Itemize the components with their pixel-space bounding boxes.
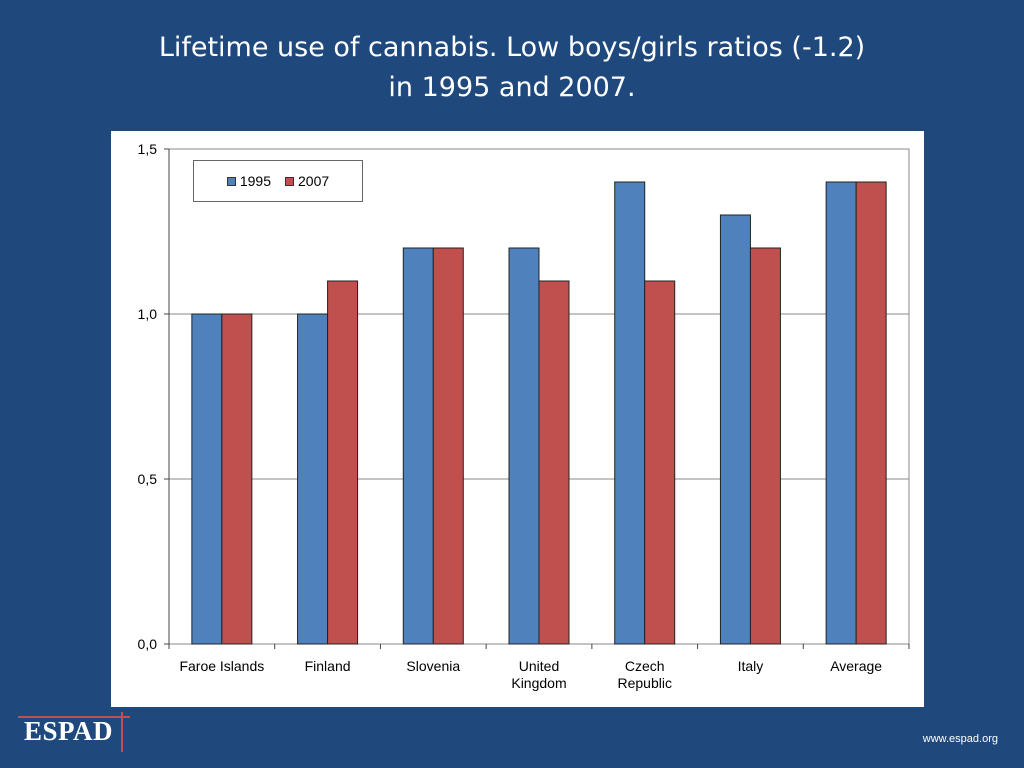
bar-1995 xyxy=(191,313,223,645)
chart-panel: 0,0 0,5 1,0 1,5 Faroe Islands Finland Slovenia… xyxy=(111,131,924,707)
slide-title: Lifetime use of cannabis. Low boys/girls… xyxy=(0,28,1024,108)
bar-1995 xyxy=(614,181,646,645)
logo-text: ESPAD xyxy=(24,716,114,746)
x-tick-label: Finland xyxy=(305,658,351,674)
espad-logo: ESPAD xyxy=(18,712,133,756)
x-tick-label: Czech Republic xyxy=(617,658,671,691)
y-tick-label: 0,0 xyxy=(138,636,158,652)
logo-vertical-line xyxy=(121,712,123,752)
legend-label-1995: 1995 xyxy=(239,173,271,189)
bar-chart: 0,0 0,5 1,0 1,5 Faroe Islands Finland Slovenia… xyxy=(138,141,910,691)
x-tick-label: Italy xyxy=(738,658,764,674)
y-tick-label: 0,5 xyxy=(138,471,158,487)
x-tick-label: United Kingdom xyxy=(511,658,566,691)
bar-2007 xyxy=(432,247,464,645)
x-tick-label: Slovenia xyxy=(406,658,460,674)
bar-1995 xyxy=(508,247,540,645)
bar-2007 xyxy=(749,247,781,645)
bar-1995 xyxy=(719,214,751,645)
legend-entry-1995: 1995 xyxy=(226,173,271,189)
legend-swatch-2007 xyxy=(285,176,294,186)
slide-title-line-1: Lifetime use of cannabis. Low boys/girls… xyxy=(158,32,866,63)
legend-swatch-1995 xyxy=(226,176,236,186)
logo-horizontal-line xyxy=(18,716,130,718)
y-tick-label: 1,0 xyxy=(138,306,158,322)
slide-title-line-2: in 1995 and 2007. xyxy=(388,72,636,103)
chart-legend: 1995 2007 xyxy=(193,160,363,202)
bar-2007 xyxy=(538,280,570,645)
bar-1995 xyxy=(825,181,857,645)
bar-2007 xyxy=(644,280,676,645)
bar-2007 xyxy=(221,313,253,645)
y-tick-label: 1,5 xyxy=(138,141,158,157)
footer-url: www.espad.org xyxy=(922,733,998,745)
bar-2007 xyxy=(855,181,887,645)
x-tick-label: Faroe Islands xyxy=(179,658,264,674)
x-tick-label: Average xyxy=(830,658,882,674)
bar-1995 xyxy=(402,247,434,645)
legend-label-2007: 2007 xyxy=(298,173,330,189)
bar-2007 xyxy=(327,280,359,645)
legend-entry-2007: 2007 xyxy=(285,173,329,189)
bar-1995 xyxy=(297,313,329,645)
